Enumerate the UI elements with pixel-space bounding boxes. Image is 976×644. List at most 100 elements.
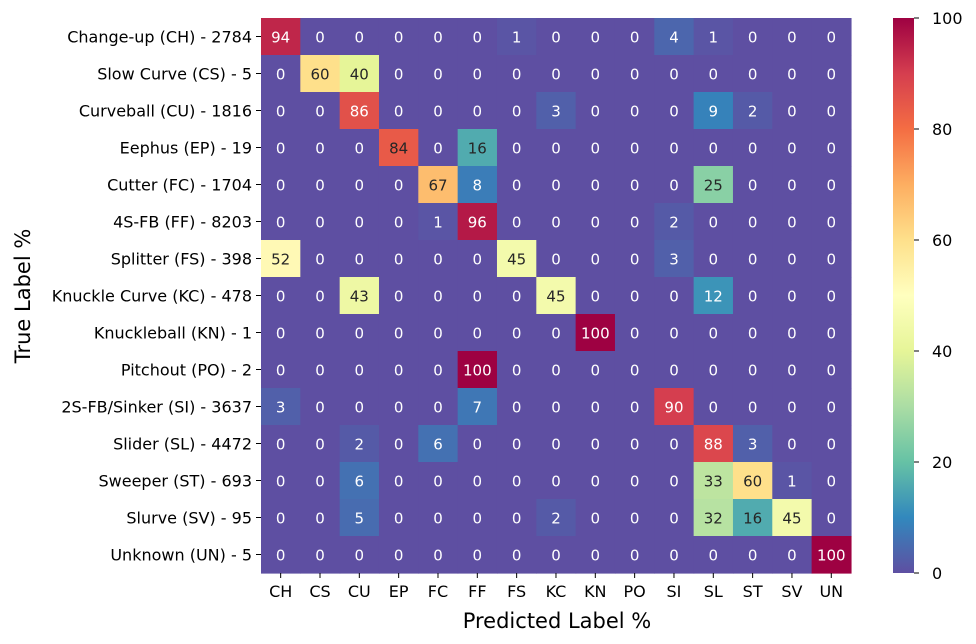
heatmap-cell — [811, 18, 852, 56]
heatmap-cell — [614, 388, 655, 426]
heatmap-cell — [496, 536, 537, 574]
heatmap-cell — [457, 166, 498, 204]
cell-value-label: 0 — [276, 103, 286, 121]
x-tick-label: ST — [743, 582, 763, 601]
heatmap-cell — [732, 240, 773, 278]
cell-value-label: 0 — [551, 29, 561, 47]
cell-value-label: 0 — [394, 214, 404, 232]
heatmap-cell — [339, 425, 380, 463]
heatmap-cell — [300, 462, 341, 500]
cell-value-label: 0 — [748, 140, 758, 158]
heatmap-cell — [261, 536, 301, 574]
cell-value-label: 0 — [787, 66, 797, 84]
heatmap-cell — [811, 499, 852, 537]
cell-value-label: 0 — [630, 473, 640, 491]
cell-value-label: 0 — [355, 325, 365, 343]
heatmap-cell — [575, 277, 616, 315]
heatmap-cell — [654, 129, 695, 167]
heatmap-cell — [575, 425, 616, 463]
heatmap-cell — [261, 462, 301, 500]
cell-value-label: 0 — [512, 288, 522, 306]
cell-value-label: 5 — [355, 510, 365, 528]
cell-value-label: 86 — [350, 103, 369, 121]
heatmap-cell — [536, 18, 577, 56]
cell-value-label: 0 — [669, 288, 679, 306]
cell-value-label: 0 — [630, 510, 640, 528]
x-tick-label: CS — [309, 582, 330, 601]
cell-value-label: 0 — [394, 547, 404, 565]
cell-value-label: 0 — [473, 288, 483, 306]
cell-value-label: 0 — [315, 140, 325, 158]
cell-value-label: 0 — [355, 29, 365, 47]
cell-value-label: 0 — [669, 103, 679, 121]
heatmap-cell — [693, 18, 734, 56]
heatmap-cell — [772, 536, 813, 574]
cell-value-label: 0 — [551, 214, 561, 232]
cell-value-label: 0 — [394, 362, 404, 380]
heatmap-cell — [693, 425, 734, 463]
cell-value-label: 3 — [551, 103, 561, 121]
cell-value-label: 0 — [512, 214, 522, 232]
heatmap-cell — [261, 499, 301, 537]
cell-value-label: 0 — [827, 251, 837, 269]
cell-value-label: 0 — [630, 288, 640, 306]
cell-value-label: 0 — [512, 436, 522, 454]
cell-value-label: 0 — [276, 140, 286, 158]
cell-value-label: 0 — [630, 436, 640, 454]
cell-value-label: 0 — [512, 473, 522, 491]
heatmap-cell — [614, 314, 655, 352]
cell-value-label: 0 — [827, 177, 837, 195]
y-tick-label: Pitchout (PO) - 2 — [121, 361, 252, 380]
heatmap-cell — [378, 240, 419, 278]
heatmap-cell — [418, 92, 459, 130]
x-tick-labels: CH CS CU EP FC FF FS KC KN PO SI SL ST SV UN — [269, 573, 843, 601]
heatmap-cell — [575, 351, 616, 389]
heatmap-cell — [614, 351, 655, 389]
heatmap-cell — [772, 92, 813, 130]
heatmap-cell — [418, 277, 459, 315]
heatmap-cell — [811, 203, 852, 241]
heatmap-cell — [536, 240, 577, 278]
heatmap-cell — [811, 277, 852, 315]
heatmap-cell — [732, 129, 773, 167]
cell-value-label: 0 — [591, 362, 601, 380]
heatmap-cell — [339, 240, 380, 278]
cell-value-label: 0 — [709, 251, 719, 269]
x-tick-label: SI — [667, 582, 682, 601]
heatmap-cell — [575, 536, 616, 574]
cell-value-label: 0 — [473, 510, 483, 528]
heatmap-cell — [261, 240, 301, 278]
heatmap-cell — [654, 166, 695, 204]
heatmap-cell — [496, 166, 537, 204]
cell-value-label: 0 — [669, 362, 679, 380]
heatmap-cell — [261, 314, 301, 352]
cell-value-label: 0 — [551, 473, 561, 491]
cell-value-label: 0 — [827, 362, 837, 380]
cell-value-label: 1 — [433, 214, 443, 232]
cell-value-label: 0 — [709, 325, 719, 343]
heatmap-cell — [378, 425, 419, 463]
heatmap-cell — [811, 55, 852, 93]
cell-value-label: 0 — [787, 288, 797, 306]
heatmap-cell — [575, 314, 616, 352]
cell-value-label: 0 — [433, 288, 443, 306]
cell-value-label: 0 — [748, 547, 758, 565]
heatmap-cell — [339, 536, 380, 574]
x-tick-label: CU — [348, 582, 371, 601]
heatmap-cell — [693, 462, 734, 500]
cell-value-label: 0 — [276, 510, 286, 528]
cell-value-label: 0 — [827, 510, 837, 528]
cell-value-label: 0 — [433, 362, 443, 380]
y-tick-label: Eephus (EP) - 19 — [120, 139, 252, 158]
heatmap-cell — [575, 499, 616, 537]
heatmap-cell — [654, 92, 695, 130]
cell-value-label: 0 — [512, 547, 522, 565]
heatmap-cell — [496, 129, 537, 167]
heatmap-cell — [418, 18, 459, 56]
cell-value-label: 2 — [669, 214, 679, 232]
cell-value-label: 0 — [787, 399, 797, 417]
heatmap-cell — [261, 277, 301, 315]
cell-value-label: 0 — [315, 399, 325, 417]
colorbar-tick-label: 100 — [932, 9, 963, 28]
heatmap-cell — [300, 18, 341, 56]
